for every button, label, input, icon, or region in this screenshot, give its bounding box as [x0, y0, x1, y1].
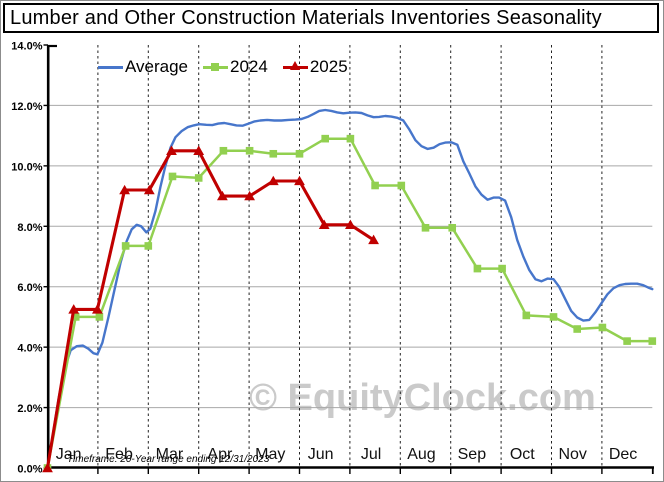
marker-square	[245, 146, 254, 155]
timeframe-footnote: Timeframe: 20-Year range ending 12/31/20…	[67, 454, 270, 465]
y-axis-label: 10.0%	[11, 161, 42, 173]
y-axis-label: 2.0%	[17, 403, 42, 415]
chart-title: Lumber and Other Construction Materials …	[10, 6, 602, 29]
y-axis-label: 4.0%	[17, 343, 42, 355]
marker-square	[95, 313, 104, 321]
marker-square	[397, 181, 406, 190]
x-axis-label: May	[255, 446, 285, 463]
marker-square	[598, 323, 607, 332]
marker-square	[121, 242, 130, 250]
series-line-2025	[45, 149, 376, 470]
average-line-swatch-icon	[98, 65, 123, 69]
marker-square	[498, 264, 506, 273]
marker-square	[522, 311, 531, 320]
x-axis-label: Feb	[105, 446, 133, 463]
marker-triangle	[267, 175, 279, 186]
y-axis-label: 8.0%	[17, 222, 42, 234]
marker-square	[648, 337, 657, 345]
marker-triangle	[42, 462, 53, 473]
marker-triangle	[368, 234, 379, 245]
marker-square	[448, 223, 457, 232]
marker-square	[371, 181, 379, 190]
x-axis-label: Jun	[308, 446, 334, 463]
x-axis-label: Jul	[361, 446, 381, 463]
y-axis-label: 0.0%	[17, 464, 42, 476]
y-axis-label: 12.0%	[11, 101, 42, 113]
marker-square	[144, 242, 153, 250]
x-axis-label: Sep	[458, 446, 487, 463]
x-axis-label: Aug	[407, 446, 435, 463]
triangle-marker-swatch-icon	[282, 60, 308, 70]
marker-square	[346, 134, 355, 143]
marker-square	[168, 172, 177, 181]
marker-triangle	[193, 145, 205, 155]
marker-square	[549, 313, 558, 321]
square-marker-swatch-icon	[203, 62, 229, 71]
marker-triangle	[143, 184, 155, 195]
watermark: © EquityClock.com	[249, 377, 596, 419]
marker-square	[219, 146, 228, 155]
legend: Average 2024 2025	[98, 56, 348, 78]
marker-triangle	[345, 219, 356, 229]
marker-triangle	[68, 304, 80, 314]
x-axis-label: Jan	[56, 446, 82, 463]
x-axis-label: Mar	[156, 446, 184, 463]
legend-label-2025: 2025	[309, 57, 348, 76]
marker-triangle	[91, 304, 103, 314]
series-line-average	[46, 108, 654, 470]
marker-triangle	[119, 184, 131, 195]
marker-square	[295, 149, 304, 158]
marker-triangle	[294, 175, 305, 186]
marker-square	[421, 223, 430, 232]
legend-item-average: Average	[98, 57, 188, 77]
marker-square	[269, 149, 278, 158]
marker-triangle	[244, 190, 256, 201]
legend-label-average: Average	[125, 57, 189, 76]
marker-square	[473, 264, 482, 273]
x-axis-label: Oct	[510, 446, 535, 463]
y-axis-label: 14.0%	[11, 41, 42, 53]
chart-title-box: Lumber and Other Construction Materials …	[3, 3, 659, 33]
marker-square	[194, 174, 203, 182]
legend-label-2024: 2024	[230, 57, 268, 76]
legend-item-2025: 2025	[282, 57, 348, 77]
x-axis-label: Nov	[558, 446, 586, 463]
y-axis-label: 6.0%	[17, 282, 42, 294]
marker-square	[623, 337, 631, 345]
x-axis-label: Dec	[609, 446, 637, 463]
marker-square	[71, 313, 80, 321]
legend-item-2024: 2024	[203, 57, 268, 77]
marker-square	[573, 325, 582, 333]
marker-triangle	[318, 219, 330, 229]
x-axis-label: Apr	[207, 446, 233, 463]
marker-triangle	[216, 190, 228, 201]
marker-triangle	[166, 145, 177, 155]
marker-square	[321, 134, 330, 143]
